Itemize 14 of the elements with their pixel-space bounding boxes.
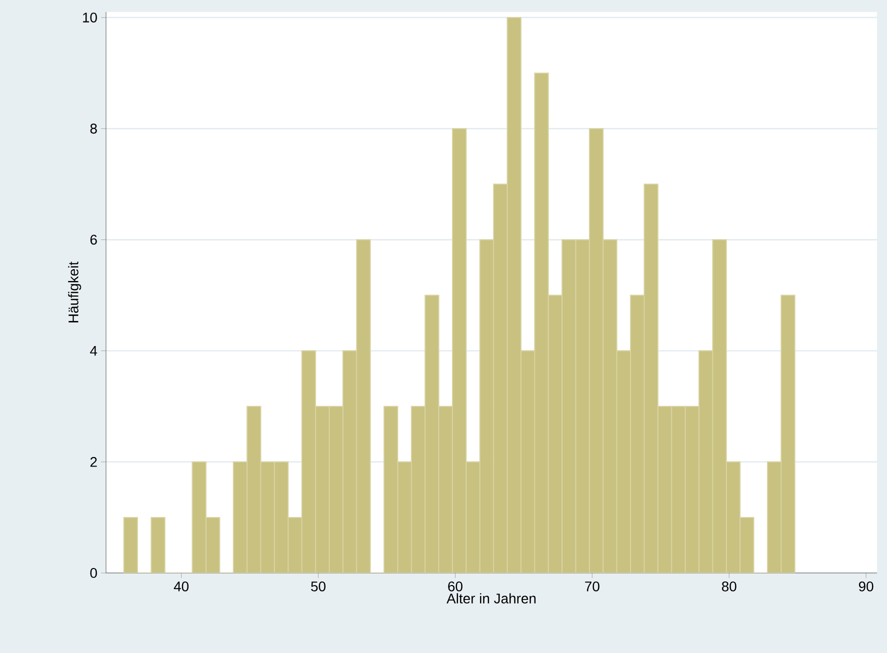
x-tick-label: 80 [722, 581, 736, 592]
x-axis-title: Alter in Jahren [446, 593, 536, 604]
y-tick-label: 8 [90, 124, 97, 134]
x-tick-label: 90 [858, 581, 874, 592]
x-tick-label: 60 [448, 581, 462, 592]
y-tick-label: 10 [83, 12, 97, 22]
y-axis-title: Häufigkeit [68, 262, 82, 322]
x-tick-label: 50 [311, 581, 326, 592]
y-tick-label: 2 [90, 457, 97, 467]
y-tick-label: 0 [90, 568, 97, 578]
x-tick-label: 40 [174, 581, 189, 592]
x-tick-label: 70 [585, 581, 600, 592]
y-tick-label: 4 [90, 346, 98, 356]
y-tick-label: 6 [90, 234, 97, 245]
